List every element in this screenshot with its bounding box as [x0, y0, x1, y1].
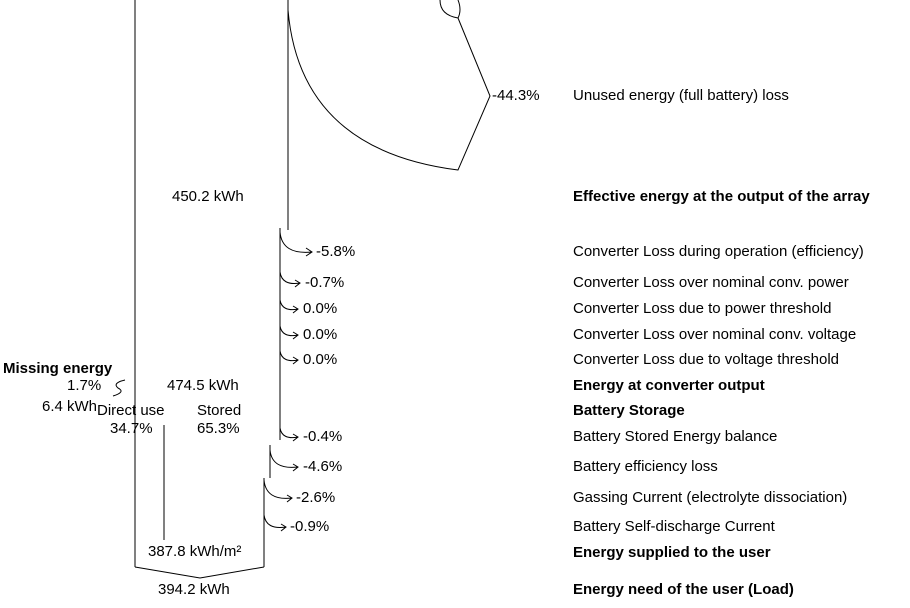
loss-label: Converter Loss over nominal conv. power: [573, 274, 849, 291]
loss-value: -0.9%: [290, 518, 329, 535]
battery-label: Battery Storage: [573, 402, 685, 419]
loss-value: -4.6%: [303, 458, 342, 475]
missing-energy-value: 6.4 kWh: [42, 398, 97, 415]
missing-energy-percent: 1.7%: [67, 377, 101, 394]
stored-label: Stored: [197, 402, 241, 419]
loss-value: -2.6%: [296, 489, 335, 506]
energy-value: 387.8 kWh/m²: [148, 543, 241, 560]
energy-value: 474.5 kWh: [167, 377, 239, 394]
loss-label: Converter Loss due to power threshold: [573, 300, 831, 317]
energy-value: 450.2 kWh: [172, 188, 244, 205]
loss-value: 0.0%: [303, 326, 337, 343]
energy-value: 394.2 kWh: [158, 581, 230, 598]
loss-value: -0.7%: [305, 274, 344, 291]
loss-value: -44.3%: [492, 87, 540, 104]
loss-label: Converter Loss due to voltage threshold: [573, 351, 839, 368]
energy-label: Effective energy at the output of the ar…: [573, 188, 870, 205]
missing-energy-label: Missing energy: [3, 360, 113, 377]
loss-label: Gassing Current (electrolyte dissociatio…: [573, 489, 847, 506]
direct-use-share: 34.7%: [110, 420, 153, 437]
loss-label: Converter Loss over nominal conv. voltag…: [573, 326, 856, 343]
flow-lines: [134, 0, 491, 579]
loss-value: 0.0%: [303, 300, 337, 317]
loss-value: 0.0%: [303, 351, 337, 368]
loss-label: Battery Self-discharge Current: [573, 518, 776, 535]
loss-value: -5.8%: [316, 243, 355, 260]
loss-label: Unused energy (full battery) loss: [573, 87, 789, 104]
loss-label: Converter Loss during operation (efficie…: [573, 243, 864, 260]
loss-label: Battery efficiency loss: [573, 458, 718, 475]
direct-use-label: Direct use: [97, 402, 165, 419]
loss-value: -0.4%: [303, 428, 342, 445]
energy-label: Energy at converter output: [573, 377, 765, 394]
energy-label: Energy need of the user (Load): [573, 581, 794, 598]
loss-hooks: [112, 231, 313, 532]
loss-label: Battery Stored Energy balance: [573, 428, 777, 445]
energy-label: Energy supplied to the user: [573, 544, 771, 561]
stored-share: 65.3%: [197, 420, 240, 437]
